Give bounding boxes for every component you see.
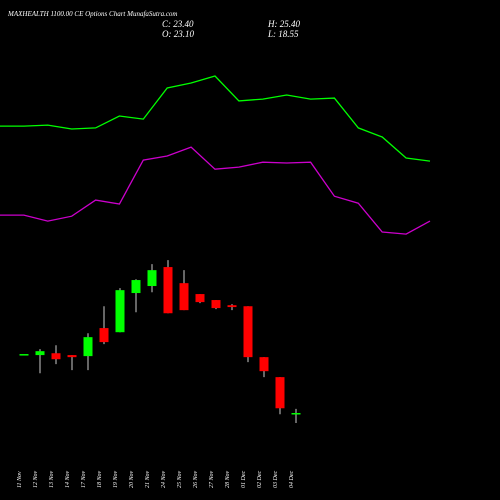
x-tick-label: 21 Nov <box>145 470 151 488</box>
x-tick-label: 18 Nov <box>97 470 103 488</box>
candle-body <box>195 294 205 303</box>
x-tick-label: 13 Nov <box>49 470 55 488</box>
high-text: H: 25.40 <box>267 19 300 29</box>
indicator-line <box>0 146 431 235</box>
candle-body <box>211 300 221 309</box>
x-tick-label: 28 Nov <box>225 470 231 488</box>
candle-body <box>51 353 61 360</box>
x-tick-label: 24 Nov <box>160 470 167 488</box>
x-tick-label: 20 Nov <box>129 470 135 488</box>
candle-body <box>67 355 77 358</box>
candle-body <box>275 377 285 409</box>
x-tick-label: 27 Nov <box>209 470 215 488</box>
x-tick-label: 26 Nov <box>193 470 199 488</box>
candle-body <box>163 267 173 314</box>
candle-body <box>131 280 141 294</box>
open-text: O: 23.10 <box>162 29 194 39</box>
x-tick-label: 01 Dec <box>241 471 247 488</box>
x-tick-label: 19 Nov <box>113 470 119 488</box>
x-tick-label: 25 Nov <box>177 470 183 488</box>
low-text: L: 18.55 <box>267 29 299 39</box>
candle-body <box>179 283 189 311</box>
candle-body <box>147 270 157 287</box>
x-tick-label: 12 Nov <box>33 470 39 488</box>
candle-body <box>115 290 125 333</box>
x-tick-label: 04 Dec <box>288 471 295 488</box>
x-tick-label: 11 Nov <box>17 471 23 488</box>
x-tick-label: 17 Nov <box>81 470 87 488</box>
candle-body <box>227 305 237 308</box>
close-text: C: 23.40 <box>162 19 194 29</box>
candle-body <box>19 354 29 356</box>
candle-body <box>291 413 301 415</box>
x-tick-label: 02 Dec <box>257 471 263 488</box>
x-tick-label: 14 Nov <box>64 470 71 488</box>
x-tick-label: 03 Dec <box>273 471 279 488</box>
candle-body <box>259 357 269 372</box>
candle-body <box>99 328 109 343</box>
candle-body <box>83 337 93 357</box>
candle-body <box>243 306 253 358</box>
indicator-line <box>0 75 431 162</box>
chart-title: MAXHEALTH 1100.00 CE Options Chart Munaf… <box>7 10 177 18</box>
candle-body <box>35 351 45 356</box>
